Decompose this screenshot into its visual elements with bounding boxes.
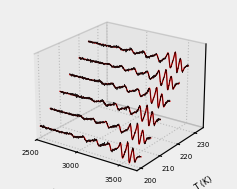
Y-axis label: T (K): T (K) xyxy=(193,175,214,189)
X-axis label: B (G): B (G) xyxy=(50,188,73,189)
